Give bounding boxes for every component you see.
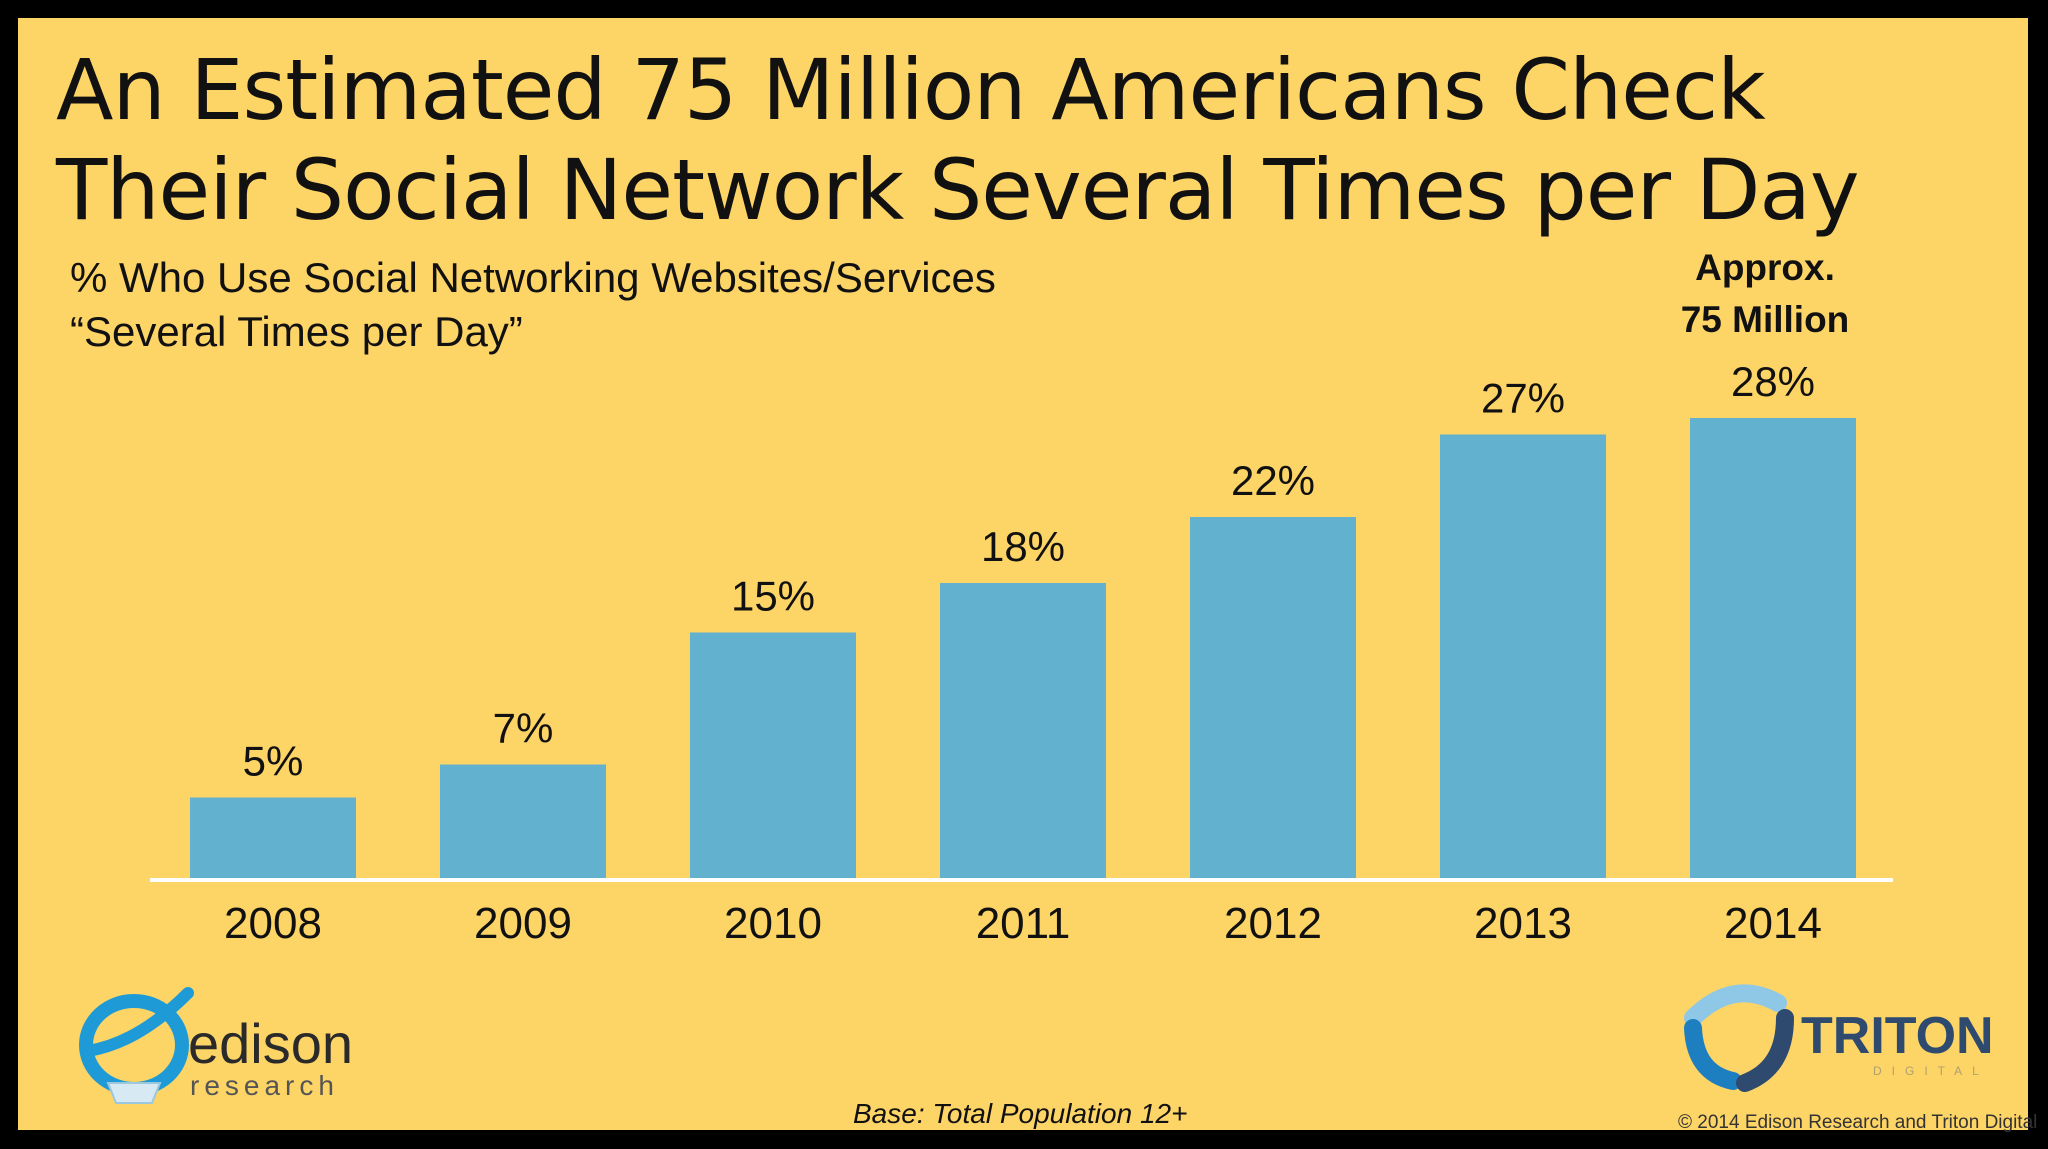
bar-2013 <box>1440 434 1606 880</box>
triton-digital-logo: TRITON DIGITAL <box>1684 984 1994 1092</box>
bar-2012 <box>1190 517 1356 880</box>
edison-wordmark: edison <box>188 1012 353 1075</box>
title-line-1: An Estimated 75 Million Americans Check <box>56 41 1766 139</box>
edison-orbit-icon <box>82 987 194 1057</box>
value-label-2012: 22% <box>1231 457 1315 504</box>
base-note: Base: Total Population 12+ <box>853 1098 1188 1129</box>
value-label-2011: 18% <box>981 523 1065 570</box>
x-tick-2014: 2014 <box>1724 899 1822 948</box>
bar-2014 <box>1690 418 1856 880</box>
x-tick-2011: 2011 <box>976 899 1071 948</box>
page-title: An Estimated 75 Million Americans Check … <box>56 40 1956 240</box>
bar-2009 <box>440 764 606 880</box>
x-tick-2013: 2013 <box>1474 899 1572 948</box>
x-tick-2012: 2012 <box>1224 899 1322 948</box>
x-tick-2010: 2010 <box>724 899 822 948</box>
edison-tagline: research <box>190 1070 339 1101</box>
value-label-2013: 27% <box>1481 375 1565 422</box>
subtitle-line-1: % Who Use Social Networking Websites/Ser… <box>70 254 996 301</box>
copyright-note: © 2014 Edison Research and Triton Digita… <box>1678 1112 2038 1133</box>
triton-wordmark: TRITON <box>1801 1007 1994 1065</box>
bar-2011 <box>940 583 1106 880</box>
title-line-2: Their Social Network Several Times per D… <box>56 141 1860 239</box>
triton-arc-left-icon <box>1684 1019 1742 1090</box>
bulb-base-icon <box>106 1082 162 1104</box>
value-label-2010: 15% <box>731 573 815 620</box>
triton-arc-right-icon <box>1736 1009 1794 1092</box>
x-tick-2008: 2008 <box>224 899 322 948</box>
bar-2008 <box>190 797 356 880</box>
chart-subtitle: % Who Use Social Networking Websites/Ser… <box>70 251 996 359</box>
bar-2010 <box>690 632 856 880</box>
bar-chart: 5% 2008 7% 2009 15% 2010 18% 2011 22% 2012 27% 2013… <box>150 247 1893 948</box>
callout-line-1: Approx. <box>1695 247 1835 288</box>
value-label-2014: 28% <box>1731 358 1815 405</box>
edison-research-logo: edison research <box>79 987 353 1104</box>
triton-arc-top-icon <box>1684 984 1787 1027</box>
subtitle-line-2: “Several Times per Day” <box>70 308 523 355</box>
callout-line-2: 75 Million <box>1681 299 1850 340</box>
slide: An Estimated 75 Million Americans Check … <box>18 18 2037 1133</box>
x-tick-2009: 2009 <box>474 899 572 948</box>
triton-tagline: DIGITAL <box>1873 1064 1989 1078</box>
value-label-2008: 5% <box>243 738 304 785</box>
value-label-2009: 7% <box>493 705 554 752</box>
